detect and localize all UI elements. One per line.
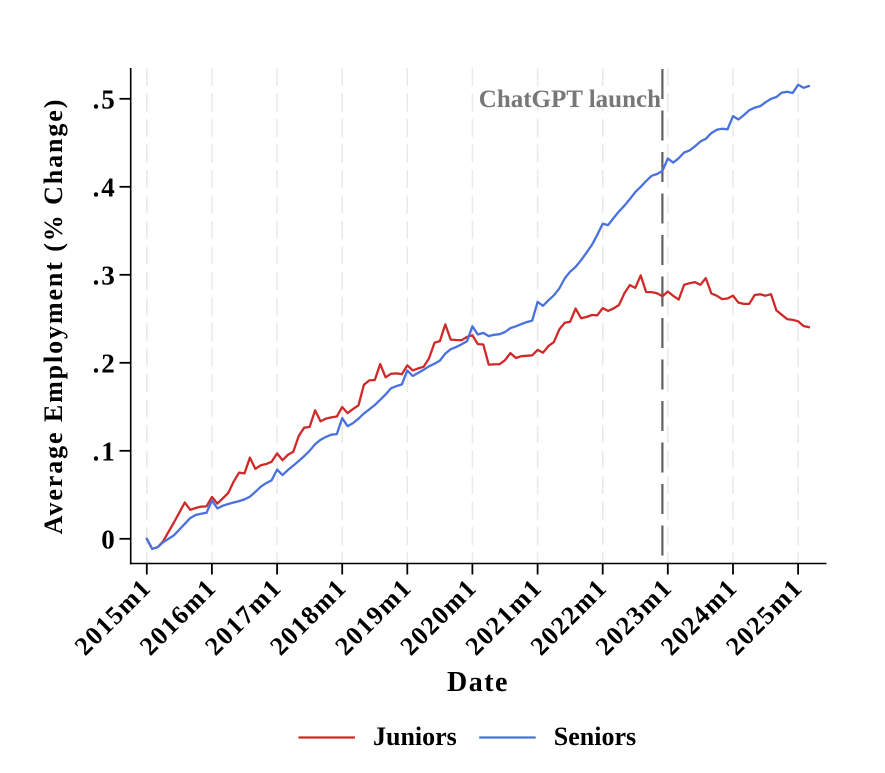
svg-text:Juniors: Juniors: [373, 722, 457, 751]
svg-text:.1: .1: [93, 436, 117, 466]
svg-text:Average Employment (% Change): Average Employment (% Change): [39, 98, 68, 535]
svg-text:Seniors: Seniors: [554, 722, 636, 751]
svg-text:.3: .3: [93, 260, 117, 290]
svg-text:Date: Date: [447, 667, 509, 698]
svg-text:0: 0: [101, 524, 116, 554]
svg-text:.5: .5: [93, 84, 117, 114]
svg-text:.4: .4: [93, 172, 117, 202]
svg-text:.2: .2: [93, 348, 117, 378]
svg-text:ChatGPT launch: ChatGPT launch: [479, 86, 661, 113]
